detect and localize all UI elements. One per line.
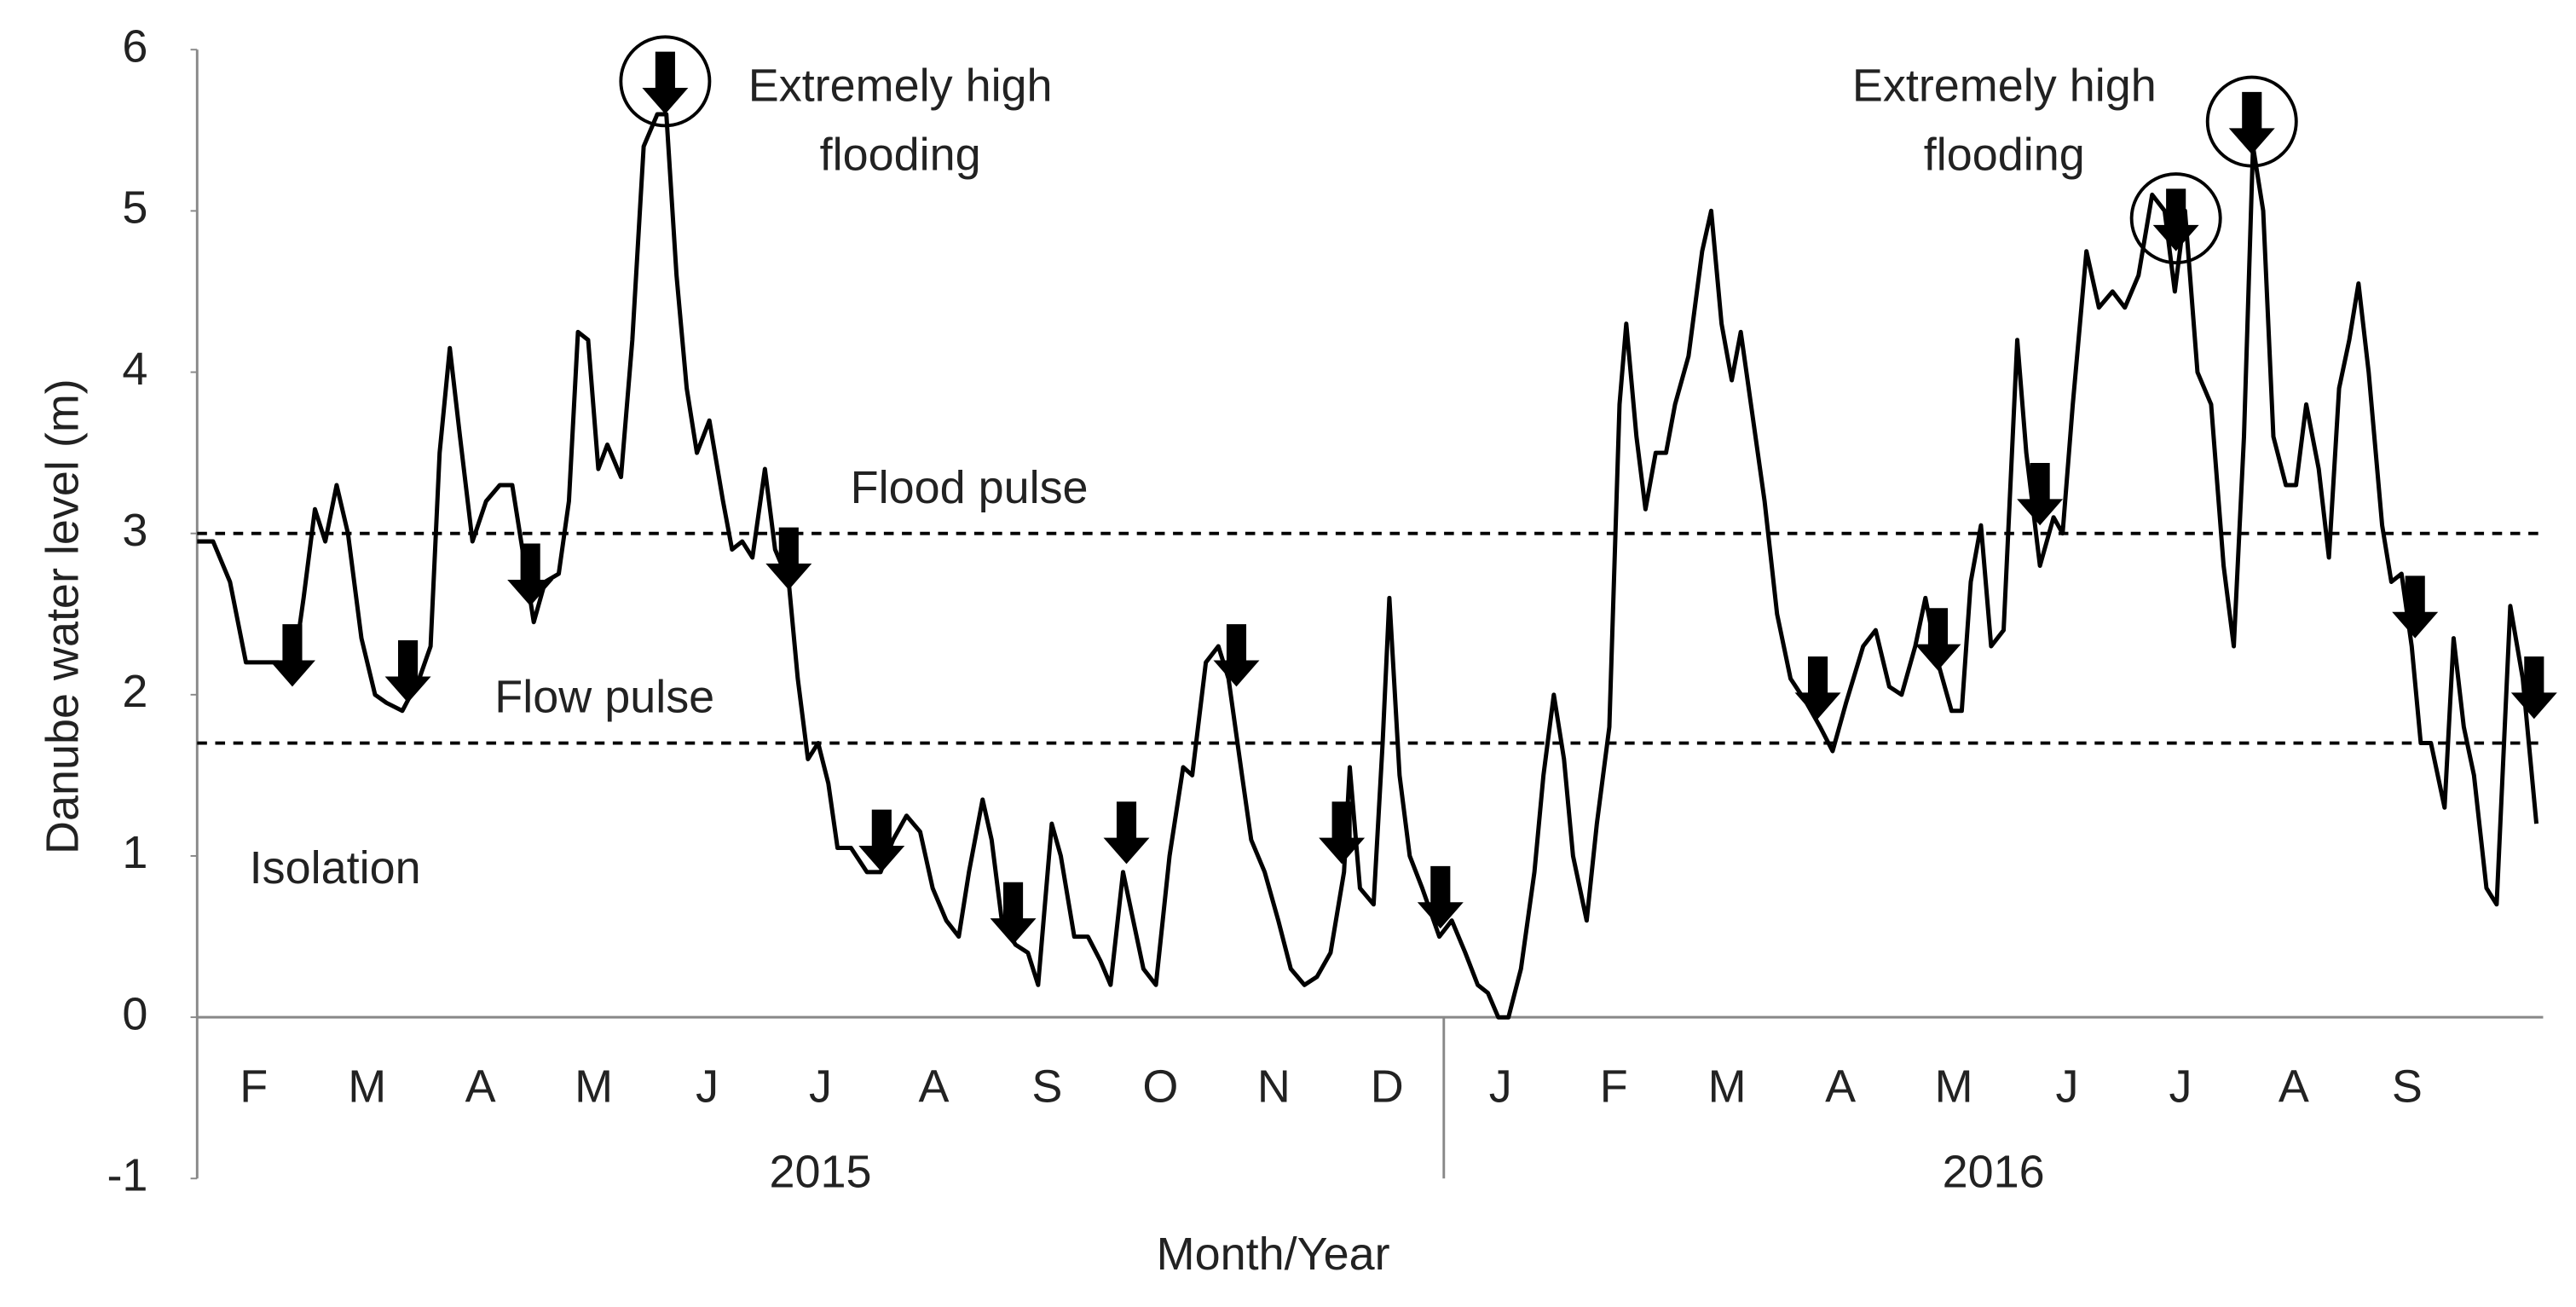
x-tick-label: D [1371,1061,1404,1112]
sampling-arrow [1417,865,1464,929]
x-tick-label: J [696,1061,719,1112]
y-tick-label: 6 [122,20,147,72]
x-tick-label: A [1825,1061,1856,1112]
y-tick-label: 1 [122,827,147,878]
annotation: Extremely high [748,61,1053,112]
x-tick-label: S [1031,1061,1062,1112]
x-tick-label: M [1935,1061,1973,1112]
sampling-arrow [269,624,315,687]
x-tick-label: M [348,1061,386,1112]
y-tick-label: 4 [122,344,147,395]
y-axis-title: Danube water level (m) [37,379,88,854]
x-tick-label: O [1142,1061,1178,1112]
reference-label: Flood pulse [851,462,1089,513]
x-tick-label: N [1257,1061,1291,1112]
sampling-arrow [384,640,431,703]
sampling-arrow [858,809,905,872]
sampling-arrow [2152,188,2199,252]
highlight-circle [2129,172,2222,265]
sampling-arrow [1319,801,1366,865]
sampling-arrow [2228,91,2275,155]
x-tick-label: J [2169,1061,2192,1112]
sampling-arrow [507,543,554,606]
sampling-arrow [1103,801,1150,865]
sampling-arrow [765,527,812,590]
year-label: 2016 [1943,1147,2045,1198]
y-tick-label: 0 [122,988,147,1039]
sampling-arrow [990,882,1037,946]
x-tick-label: A [918,1061,949,1112]
x-tick-label: A [2279,1061,2309,1112]
water-level-line [197,112,2539,1020]
sampling-arrow [2017,462,2064,526]
annotation: Isolation [250,842,421,894]
x-tick-label: F [1600,1061,1628,1112]
x-tick-label: F [240,1061,268,1112]
y-tick-label: -1 [107,1150,147,1201]
x-axis-title: Month/Year [1157,1229,1390,1280]
annotation: Extremely high [1852,61,2157,112]
x-tick-label: J [2056,1061,2079,1112]
y-tick-label: 3 [122,505,147,556]
annotation: flooding [1924,130,2085,181]
annotation: flooding [820,130,981,181]
x-tick-label: J [809,1061,832,1112]
y-tick-label: 2 [122,666,147,717]
year-label: 2015 [770,1147,872,1198]
sampling-arrow [2510,656,2557,720]
x-tick-label: S [2392,1061,2423,1112]
x-tick-label: M [1708,1061,1747,1112]
highlight-circle [2205,75,2298,168]
sampling-arrow [2392,575,2439,639]
sampling-arrow [1794,656,1841,720]
x-tick-label: J [1489,1061,1512,1112]
highlight-circle [619,35,712,128]
reference-label: Flow pulse [494,672,714,723]
sampling-arrow [1213,624,1260,687]
sampling-arrow [1915,608,1961,671]
x-tick-label: A [465,1061,496,1112]
x-tick-label: M [575,1061,613,1112]
y-tick-label: 5 [122,182,147,234]
sampling-arrow [642,51,689,114]
